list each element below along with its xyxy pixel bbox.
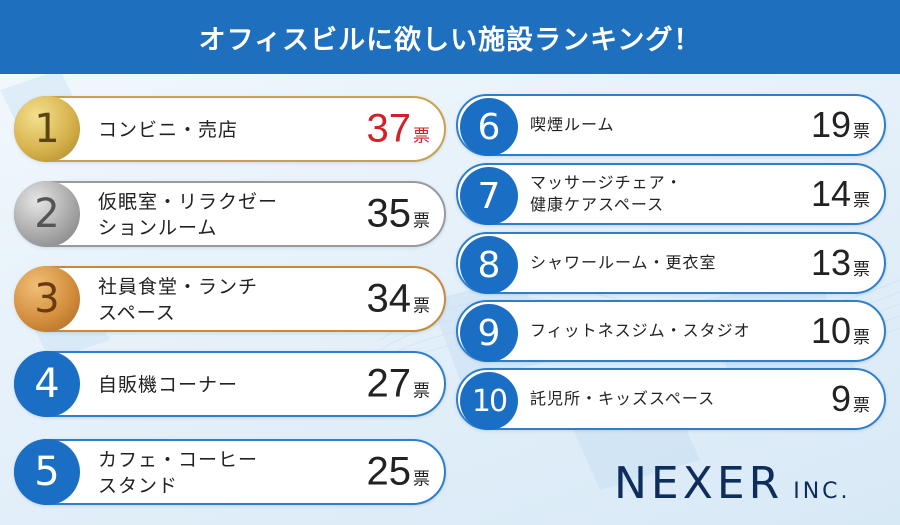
ranking-item-6: 6 喫煙ルーム 19 票 bbox=[456, 94, 886, 156]
rank-badge: 10 bbox=[460, 372, 518, 430]
ranking-item-9: 9 フィットネスジム・スタジオ 10 票 bbox=[456, 300, 886, 362]
facility-line: スタンド bbox=[98, 475, 179, 497]
vote-count: 25 票 bbox=[367, 450, 431, 495]
facility-line: 託児所・キッズスペース bbox=[530, 389, 716, 408]
rank-number: 7 bbox=[477, 175, 501, 217]
vote-unit: 票 bbox=[853, 191, 870, 211]
rank-number: 3 bbox=[34, 276, 60, 322]
rank-badge: 7 bbox=[460, 167, 518, 225]
rank-badge: 6 bbox=[460, 98, 518, 156]
logo-name: NEXER bbox=[614, 458, 784, 509]
vote-count: 13 票 bbox=[811, 242, 870, 284]
facility-line: マッサージチェア・ bbox=[530, 173, 683, 192]
facility-line: スペース bbox=[98, 302, 176, 324]
silver-medal-icon: 2 bbox=[14, 181, 80, 247]
facility-line: ションルーム bbox=[98, 217, 218, 239]
rank-badge: 9 bbox=[460, 304, 518, 362]
bronze-medal-icon: 3 bbox=[14, 266, 80, 332]
rank-badge: 4 bbox=[14, 351, 80, 417]
rank-number: 6 bbox=[477, 106, 501, 148]
gold-medal-icon: 1 bbox=[14, 96, 80, 162]
facility-label: 託児所・キッズスペース bbox=[530, 388, 715, 410]
ranking-item-2: 2 仮眠室・リラクゼー ションルーム 35 票 bbox=[14, 181, 446, 247]
rank-number: 2 bbox=[34, 191, 60, 237]
company-logo: NEXER INC. bbox=[614, 458, 851, 509]
title-banner: オフィスビルに欲しい施設ランキング！ bbox=[0, 0, 900, 74]
facility-line: シャワールーム・更衣室 bbox=[530, 253, 717, 272]
vote-unit: 票 bbox=[413, 296, 430, 317]
vote-number: 35 bbox=[366, 191, 412, 236]
rank-badge: 5 bbox=[14, 439, 80, 505]
ranking-item-7: 7 マッサージチェア・ 健康ケアスペース 14 票 bbox=[456, 163, 886, 225]
facility-label: カフェ・コーヒー スタンド bbox=[98, 447, 258, 499]
vote-number: 13 bbox=[810, 242, 851, 283]
facility-line: 健康ケアスペース bbox=[530, 195, 665, 214]
vote-count: 19 票 bbox=[811, 104, 870, 146]
rank-number: 9 bbox=[477, 312, 501, 354]
rank-number: 5 bbox=[34, 449, 60, 495]
ranking-item-5: 5 カフェ・コーヒー スタンド 25 票 bbox=[14, 439, 446, 505]
vote-number: 25 bbox=[366, 449, 412, 494]
vote-unit: 票 bbox=[853, 396, 870, 416]
facility-label: シャワールーム・更衣室 bbox=[530, 252, 717, 274]
vote-unit: 票 bbox=[413, 211, 430, 232]
ranking-item-1: 1 コンビニ・売店 37 票 bbox=[14, 96, 446, 162]
facility-line: フィットネスジム・スタジオ bbox=[530, 321, 751, 340]
facility-label: マッサージチェア・ 健康ケアスペース bbox=[530, 172, 683, 216]
facility-label: 自販機コーナー bbox=[98, 372, 238, 398]
vote-unit: 票 bbox=[853, 122, 870, 142]
rank-number: 8 bbox=[477, 244, 501, 286]
vote-number: 14 bbox=[810, 173, 851, 214]
vote-unit: 票 bbox=[853, 328, 870, 348]
rank-badge: 8 bbox=[460, 236, 518, 294]
facility-line: コンビニ・売店 bbox=[98, 119, 239, 141]
vote-unit: 票 bbox=[413, 126, 430, 147]
vote-count: 35 票 bbox=[367, 192, 431, 237]
vote-count: 14 票 bbox=[811, 173, 870, 215]
vote-number: 27 bbox=[366, 361, 412, 406]
rank-number: 1 bbox=[34, 106, 60, 152]
vote-unit: 票 bbox=[413, 381, 430, 402]
facility-line: 喫煙ルーム bbox=[530, 115, 615, 134]
vote-unit: 票 bbox=[853, 260, 870, 280]
vote-number: 9 bbox=[830, 378, 851, 419]
logo-suffix: INC. bbox=[793, 479, 851, 504]
vote-count: 34 票 bbox=[367, 277, 431, 322]
facility-label: 社員食堂・ランチ スペース bbox=[98, 274, 258, 326]
ranking-item-4: 4 自販機コーナー 27 票 bbox=[14, 351, 446, 417]
rank-number: 10 bbox=[471, 383, 508, 419]
vote-count: 10 票 bbox=[811, 310, 870, 352]
facility-label: 喫煙ルーム bbox=[530, 114, 615, 136]
page-title: オフィスビルに欲しい施設ランキング！ bbox=[198, 24, 702, 56]
facility-label: コンビニ・売店 bbox=[98, 117, 238, 143]
facility-label: 仮眠室・リラクゼー ションルーム bbox=[98, 189, 278, 241]
facility-line: 仮眠室・リラクゼー bbox=[98, 191, 279, 213]
vote-number: 37 bbox=[366, 106, 412, 151]
facility-line: 社員食堂・ランチ bbox=[98, 276, 259, 298]
vote-count: 37 票 bbox=[367, 107, 431, 152]
vote-number: 19 bbox=[810, 104, 851, 145]
vote-unit: 票 bbox=[413, 469, 430, 490]
facility-line: カフェ・コーヒー bbox=[98, 449, 259, 471]
facility-label: フィットネスジム・スタジオ bbox=[530, 320, 751, 342]
vote-number: 34 bbox=[366, 276, 412, 321]
vote-count: 27 票 bbox=[367, 362, 431, 407]
rank-number: 4 bbox=[34, 361, 60, 407]
facility-line: 自販機コーナー bbox=[98, 374, 239, 396]
vote-number: 10 bbox=[810, 310, 851, 351]
ranking-item-3: 3 社員食堂・ランチ スペース 34 票 bbox=[14, 266, 446, 332]
ranking-item-8: 8 シャワールーム・更衣室 13 票 bbox=[456, 232, 886, 294]
